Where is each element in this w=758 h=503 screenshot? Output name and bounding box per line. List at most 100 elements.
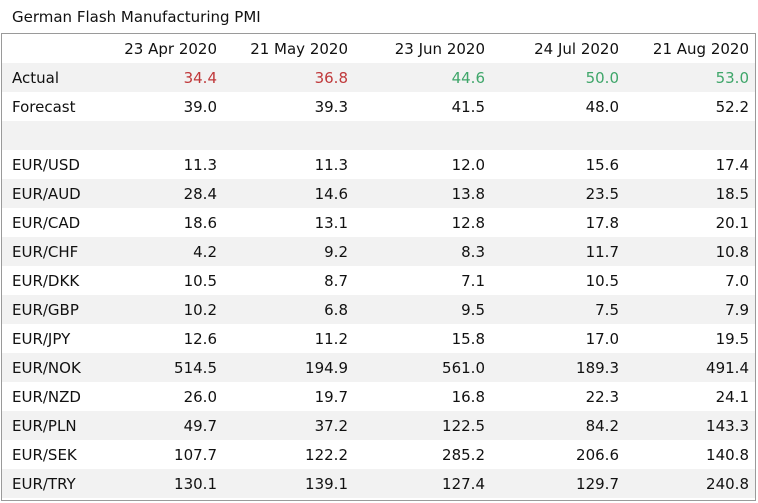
row-label: EUR/CHF bbox=[2, 237, 94, 266]
table-title: German Flash Manufacturing PMI bbox=[12, 8, 261, 26]
pair-cell: 9.2 bbox=[225, 237, 356, 266]
row-label: EUR/TRY bbox=[2, 469, 94, 498]
spacer-row bbox=[2, 121, 755, 150]
pair-cell: 20.1 bbox=[715, 213, 749, 232]
pair-cell: 23.5 bbox=[493, 179, 627, 208]
actual-cell: 34.4 bbox=[94, 63, 225, 92]
pair-cell: 8.3 bbox=[356, 237, 493, 266]
actual-cell: 36.8 bbox=[225, 63, 356, 92]
data-table-frame: 23 Apr 2020 21 May 2020 23 Jun 2020 24 J… bbox=[1, 33, 756, 501]
pair-row: EUR/SEK 107.7 122.2 285.2 206.6 140.8 bbox=[2, 440, 755, 469]
header-date: 21 Aug 2020 bbox=[652, 39, 749, 58]
forecast-row: Forecast 39.0 39.3 41.5 48.0 52.2 bbox=[2, 92, 755, 121]
pair-cell: 24.1 bbox=[715, 387, 749, 406]
pair-row: EUR/NZD 26.0 19.7 16.8 22.3 24.1 bbox=[2, 382, 755, 411]
pair-cell: 122.2 bbox=[305, 445, 348, 464]
pair-cell: 17.0 bbox=[585, 329, 619, 348]
pair-cell: 49.7 bbox=[94, 411, 225, 440]
pair-row: EUR/DKK 10.5 8.7 7.1 10.5 7.0 bbox=[2, 266, 755, 295]
pair-cell: 129.7 bbox=[493, 469, 627, 498]
pair-cell: 194.9 bbox=[225, 353, 356, 382]
row-label: EUR/AUD bbox=[2, 179, 94, 208]
row-label: EUR/NOK bbox=[2, 353, 94, 382]
pair-row: EUR/USD 11.3 11.3 12.0 15.6 17.4 bbox=[2, 150, 755, 179]
actual-cell: 50.0 bbox=[493, 63, 627, 92]
pair-row: EUR/JPY 12.6 11.2 15.8 17.0 19.5 bbox=[2, 324, 755, 353]
header-corner bbox=[2, 34, 94, 63]
pmi-table: 23 Apr 2020 21 May 2020 23 Jun 2020 24 J… bbox=[2, 34, 755, 498]
forecast-cell: 52.2 bbox=[715, 97, 749, 116]
pair-row: EUR/PLN 49.7 37.2 122.5 84.2 143.3 bbox=[2, 411, 755, 440]
pair-cell: 13.1 bbox=[314, 213, 348, 232]
pair-cell: 18.6 bbox=[183, 213, 217, 232]
forecast-cell: 41.5 bbox=[451, 97, 485, 116]
spacer-cell bbox=[2, 121, 94, 150]
header-date: 24 Jul 2020 bbox=[534, 39, 619, 58]
pair-cell: 26.0 bbox=[183, 387, 217, 406]
pair-cell: 514.5 bbox=[94, 353, 225, 382]
pair-cell: 12.8 bbox=[451, 213, 485, 232]
pair-cell: 8.7 bbox=[324, 271, 348, 290]
pair-row: EUR/CHF 4.2 9.2 8.3 11.7 10.8 bbox=[2, 237, 755, 266]
pair-cell: 561.0 bbox=[356, 353, 493, 382]
pair-row: EUR/NOK 514.5 194.9 561.0 189.3 491.4 bbox=[2, 353, 755, 382]
pair-row: EUR/CAD 18.6 13.1 12.8 17.8 20.1 bbox=[2, 208, 755, 237]
header-date: 23 Jun 2020 bbox=[394, 39, 485, 58]
forecast-cell: 48.0 bbox=[585, 97, 619, 116]
pair-cell: 84.2 bbox=[493, 411, 627, 440]
forecast-cell: 39.3 bbox=[314, 97, 348, 116]
row-label: EUR/PLN bbox=[2, 411, 94, 440]
pair-cell: 37.2 bbox=[225, 411, 356, 440]
pair-cell: 12.6 bbox=[183, 329, 217, 348]
pair-cell: 11.3 bbox=[183, 155, 217, 174]
pair-cell: 122.5 bbox=[356, 411, 493, 440]
row-label: EUR/JPY bbox=[12, 329, 71, 348]
pair-cell: 11.7 bbox=[493, 237, 627, 266]
pair-cell: 285.2 bbox=[442, 445, 485, 464]
pair-cell: 28.4 bbox=[94, 179, 225, 208]
pair-cell: 19.7 bbox=[314, 387, 348, 406]
pair-row: EUR/AUD 28.4 14.6 13.8 23.5 18.5 bbox=[2, 179, 755, 208]
pair-cell: 10.2 bbox=[94, 295, 225, 324]
pair-cell: 7.1 bbox=[461, 271, 485, 290]
pair-cell: 19.5 bbox=[715, 329, 749, 348]
header-row: 23 Apr 2020 21 May 2020 23 Jun 2020 24 J… bbox=[2, 34, 755, 63]
pair-row: EUR/GBP 10.2 6.8 9.5 7.5 7.9 bbox=[2, 295, 755, 324]
header-date: 21 May 2020 bbox=[250, 39, 348, 58]
forecast-cell: 39.0 bbox=[183, 97, 217, 116]
pair-cell: 22.3 bbox=[585, 387, 619, 406]
pair-cell: 189.3 bbox=[493, 353, 627, 382]
actual-row: Actual 34.4 36.8 44.6 50.0 53.0 bbox=[2, 63, 755, 92]
pair-cell: 140.8 bbox=[706, 445, 749, 464]
pair-cell: 206.6 bbox=[576, 445, 619, 464]
pair-cell: 143.3 bbox=[627, 411, 755, 440]
row-label: EUR/SEK bbox=[12, 445, 77, 464]
row-label: EUR/DKK bbox=[12, 271, 80, 290]
pair-cell: 107.7 bbox=[174, 445, 217, 464]
actual-cell: 53.0 bbox=[627, 63, 755, 92]
pair-cell: 17.8 bbox=[585, 213, 619, 232]
pair-cell: 7.0 bbox=[725, 271, 749, 290]
pair-cell: 7.5 bbox=[493, 295, 627, 324]
pair-cell: 9.5 bbox=[356, 295, 493, 324]
pair-cell: 10.5 bbox=[183, 271, 217, 290]
header-date: 23 Apr 2020 bbox=[124, 39, 217, 58]
pair-cell: 240.8 bbox=[627, 469, 755, 498]
pair-cell: 6.8 bbox=[225, 295, 356, 324]
row-label: EUR/NZD bbox=[12, 387, 81, 406]
pair-cell: 10.8 bbox=[627, 237, 755, 266]
pair-cell: 14.6 bbox=[225, 179, 356, 208]
pair-cell: 15.8 bbox=[451, 329, 485, 348]
pair-cell: 127.4 bbox=[356, 469, 493, 498]
pair-cell: 139.1 bbox=[225, 469, 356, 498]
pair-cell: 7.9 bbox=[627, 295, 755, 324]
pair-cell: 130.1 bbox=[94, 469, 225, 498]
row-label: EUR/USD bbox=[12, 155, 80, 174]
row-label: EUR/CAD bbox=[12, 213, 81, 232]
row-label: Actual bbox=[2, 63, 94, 92]
pair-cell: 17.4 bbox=[715, 155, 749, 174]
pair-cell: 10.5 bbox=[585, 271, 619, 290]
pair-cell: 491.4 bbox=[627, 353, 755, 382]
row-label: EUR/GBP bbox=[2, 295, 94, 324]
pair-cell: 15.6 bbox=[585, 155, 619, 174]
